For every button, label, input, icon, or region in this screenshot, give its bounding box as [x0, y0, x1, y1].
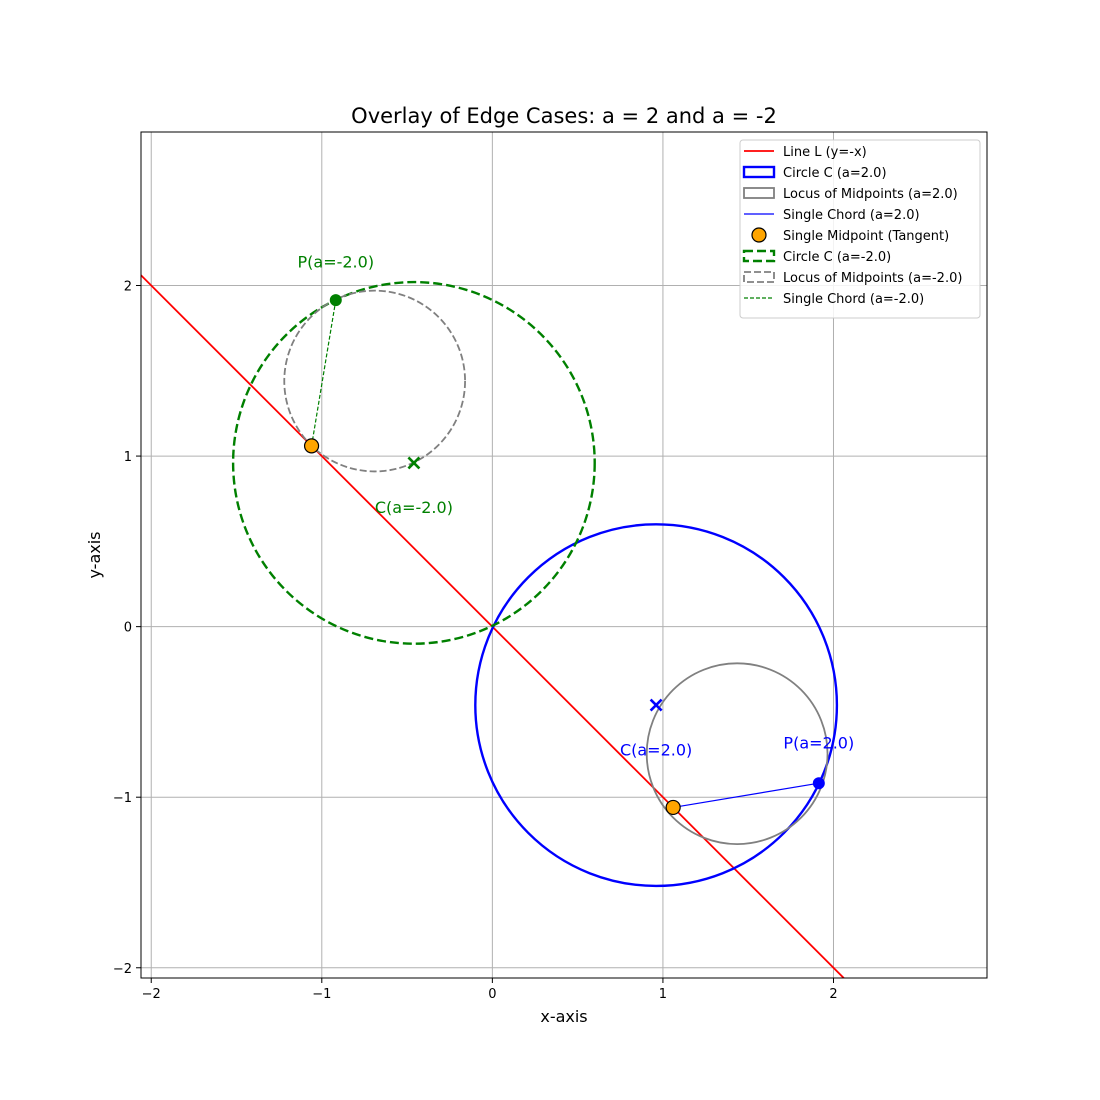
- legend-entry-label: Locus of Midpoints (a=-2.0): [783, 271, 962, 286]
- legend-entry-label: Single Chord (a=-2.0): [783, 292, 924, 307]
- center-marker: [407, 456, 421, 470]
- y-axis-label: y-axis: [85, 531, 104, 578]
- x-tick-label: −1: [312, 987, 331, 1002]
- y-tick-label: −1: [113, 791, 132, 806]
- series-line: [141, 274, 845, 978]
- legend-entry-label: Line L (y=-x): [783, 145, 867, 160]
- center-marker-stroke: [407, 456, 421, 470]
- center-marker: [649, 698, 663, 712]
- series-circle: [474, 523, 839, 888]
- center-marker-stroke: [649, 698, 663, 712]
- legend-entry-label: Locus of Midpoints (a=2.0): [783, 187, 958, 202]
- legend-handle-patch: [742, 165, 776, 179]
- legend: Line L (y=-x) Circle C (a=2.0) Locus of Mi…: [739, 139, 981, 319]
- legend-handle-patch: [743, 271, 775, 283]
- plot-area: [141, 274, 845, 978]
- p-point: [329, 294, 342, 307]
- series-circle: [283, 289, 466, 473]
- y-tick-label: −2: [113, 962, 132, 977]
- annotation-label: C(a=-2.0): [375, 498, 453, 517]
- annotations: C(a=2.0) P(a=2.0) C(a=-2.0) P(a=-2.0): [298, 253, 855, 760]
- y-tick-label: 1: [124, 450, 132, 465]
- annotation-label: P(a=2.0): [783, 734, 854, 753]
- legend-box: [739, 139, 981, 319]
- y-tick-label: 2: [124, 280, 132, 295]
- x-axis-label: x-axis: [540, 1007, 587, 1026]
- x-tick-label: 2: [829, 987, 837, 1002]
- legend-handle-patch: [742, 249, 776, 263]
- legend-entry-label: Circle C (a=-2.0): [783, 250, 891, 265]
- x-tick-label: 0: [488, 987, 496, 1002]
- chord-segment: [310, 300, 337, 446]
- annotation-label: P(a=-2.0): [298, 253, 375, 272]
- chart-title: Overlay of Edge Cases: a = 2 and a = -2: [351, 104, 777, 128]
- midpoint-marker: [665, 799, 681, 816]
- legend-entry-label: Single Midpoint (Tangent): [783, 229, 949, 244]
- chord-segment: [673, 782, 819, 809]
- x-tick-label: 1: [659, 987, 667, 1002]
- y-tick-label: 0: [124, 621, 132, 636]
- midpoint-marker: [303, 438, 320, 454]
- p-point: [812, 777, 825, 790]
- legend-entry-label: Single Chord (a=2.0): [783, 208, 920, 223]
- axes-frame: [140, 131, 988, 979]
- axis-ticks: −2 −1 0 1 2 −2 −1 0 1 2: [113, 280, 838, 1002]
- x-tick-label: −2: [142, 987, 161, 1002]
- legend-handle-patch: [743, 187, 775, 199]
- annotation-label: C(a=2.0): [620, 740, 692, 759]
- legend-handle-marker: [751, 227, 767, 243]
- series-circle: [231, 280, 596, 645]
- series-circle: [645, 662, 829, 846]
- legend-entry-label: Circle C (a=2.0): [783, 166, 887, 181]
